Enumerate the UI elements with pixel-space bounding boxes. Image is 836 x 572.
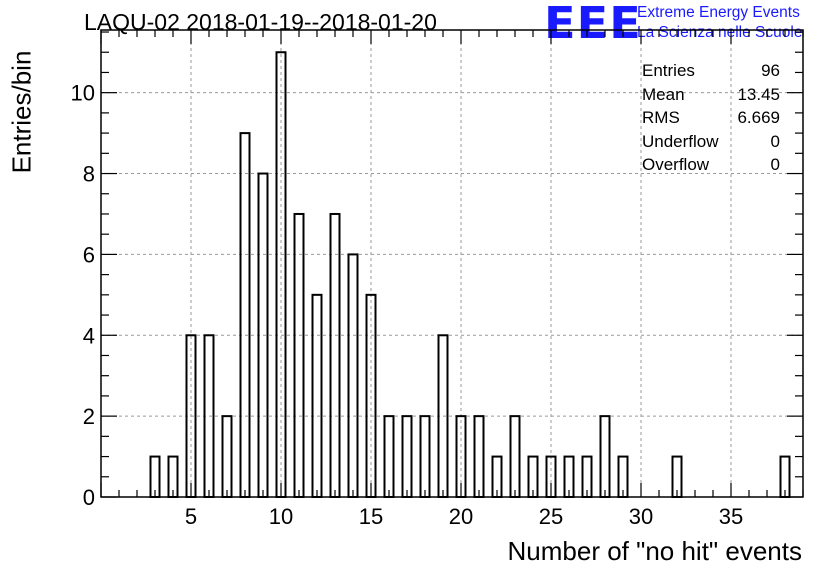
histogram-bar <box>311 293 323 499</box>
histogram-bar <box>509 415 521 498</box>
stats-box: Entries 96 Mean 13.45 RMS 6.669 Underflo… <box>634 59 784 177</box>
stats-value: 96 <box>761 61 780 80</box>
x-tick-label: 35 <box>719 504 743 529</box>
x-tick-label: 5 <box>185 504 197 529</box>
stats-label: Entries <box>642 61 695 80</box>
stats-row-mean: Mean 13.45 <box>634 83 784 107</box>
y-tick-label: 2 <box>83 404 95 429</box>
histogram-bar <box>347 253 359 498</box>
histogram-bar <box>329 212 341 498</box>
y-tick-label: 0 <box>83 485 95 510</box>
eee-logo-text: Extreme Energy Events La Scienza nelle S… <box>637 3 802 43</box>
y-tick-label: 6 <box>83 242 95 267</box>
x-tick-label: 10 <box>269 504 293 529</box>
stats-value: 6.669 <box>737 108 780 128</box>
plot-frame <box>100 29 804 498</box>
stats-row-underflow: Underflow 0 <box>634 130 784 154</box>
y-tick-label: 8 <box>83 162 95 187</box>
histogram-bar <box>239 132 251 499</box>
histogram-bar <box>293 212 305 498</box>
x-tick-label: 20 <box>449 504 473 529</box>
stats-label: Mean <box>642 84 685 104</box>
x-tick-label: 15 <box>359 504 383 529</box>
x-tick-label: 30 <box>629 504 653 529</box>
x-tick-label: 25 <box>539 504 563 529</box>
histogram-bar <box>473 415 485 498</box>
histogram-bar <box>275 51 287 498</box>
y-axis-label: Entries/bin <box>6 50 37 174</box>
logo-line-2: La Scienza nelle Scuole <box>637 24 803 41</box>
stats-row-entries: Entries 96 <box>634 59 784 83</box>
logo-line-1: Extreme Energy Events <box>637 4 800 21</box>
stats-label: RMS <box>642 108 680 128</box>
histogram-bar <box>401 415 413 498</box>
stats-label: Overflow <box>642 155 710 175</box>
stats-value: 13.45 <box>737 84 780 104</box>
stats-row-rms: RMS 6.669 <box>634 106 784 130</box>
stats-value: 0 <box>770 155 780 175</box>
x-axis-label: Number of "no hit" events <box>507 536 803 566</box>
histogram-bar <box>221 415 233 498</box>
stats-row-overflow: Overflow 0 <box>634 153 784 177</box>
histogram-bar <box>419 415 431 498</box>
histogram-bar <box>599 415 611 498</box>
histogram-bar <box>383 415 395 498</box>
stats-value: 0 <box>770 131 780 151</box>
y-tick-label: 10 <box>71 81 95 106</box>
eee-logo-mark: EEE <box>544 0 642 49</box>
y-tick-label: 4 <box>83 323 95 348</box>
stats-label: Underflow <box>642 131 719 151</box>
